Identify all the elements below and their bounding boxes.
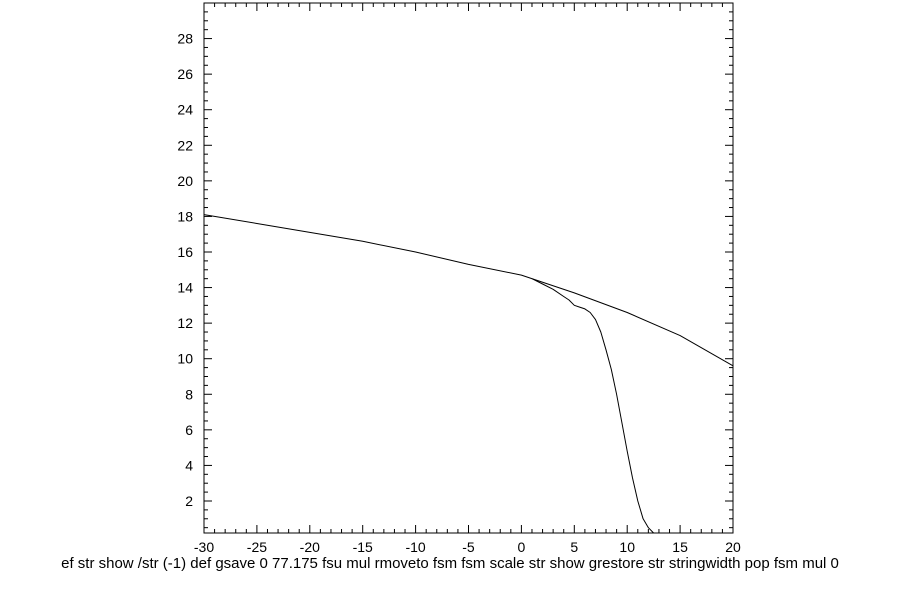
x-tick-label: -10 — [405, 539, 425, 555]
x-tick-label: -20 — [300, 539, 320, 555]
x-axis-label: ef str show /str (-1) def gsave 0 77.175… — [61, 555, 839, 572]
plot-frame — [203, 2, 734, 534]
x-tick-label: 15 — [672, 539, 688, 555]
series-layer — [203, 214, 734, 534]
y-tick-label: 8 — [185, 386, 193, 402]
y-tick-label: 16 — [177, 244, 193, 260]
y-tick-label: 20 — [177, 173, 193, 189]
y-tick-label: 4 — [185, 457, 193, 473]
y-tick-label: 24 — [177, 102, 193, 118]
y-tick-label: 14 — [177, 280, 193, 296]
y-tick-label: 2 — [185, 493, 193, 509]
y-tick-label: 26 — [177, 66, 193, 82]
x-tick-label: -15 — [353, 539, 373, 555]
x-tick-label: 10 — [619, 539, 635, 555]
y-tick-label: 18 — [177, 208, 193, 224]
x-tick-label: 0 — [518, 539, 526, 555]
y-tick-label: 6 — [185, 422, 193, 438]
y-tick-label: 28 — [177, 31, 193, 47]
x-tick-labels: -30 -25 -20 -15 -10 -5 0 5 10 15 20 — [194, 539, 741, 555]
x-tick-label: -30 — [194, 539, 214, 555]
axis-ticks — [203, 3, 734, 533]
series-line-1 — [203, 214, 734, 367]
x-tick-label: -25 — [247, 539, 267, 555]
x-tick-label: -5 — [462, 539, 475, 555]
y-tick-label: 10 — [177, 351, 193, 367]
y-tick-label: 22 — [177, 137, 193, 153]
x-tick-label: 20 — [725, 539, 741, 555]
y-tick-label: 12 — [177, 315, 193, 331]
series-line-2 — [531, 278, 654, 534]
x-tick-label: 5 — [570, 539, 578, 555]
